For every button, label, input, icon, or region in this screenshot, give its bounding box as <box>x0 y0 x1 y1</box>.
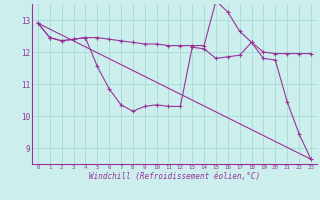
X-axis label: Windchill (Refroidissement éolien,°C): Windchill (Refroidissement éolien,°C) <box>89 172 260 181</box>
